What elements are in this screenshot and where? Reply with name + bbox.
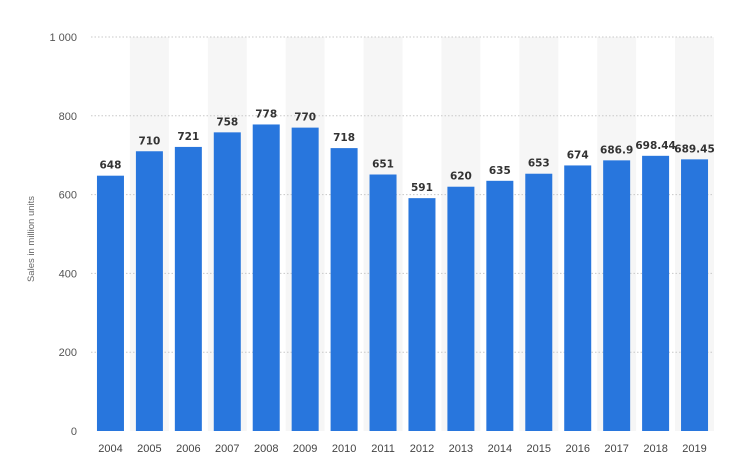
x-tick-label: 2017 [604,443,628,455]
x-tick-label: 2011 [371,443,395,455]
y-tick-label: 400 [59,268,77,280]
bars [96,124,709,432]
y-tick-label: 800 [59,111,77,123]
data-label: 718 [333,132,355,144]
data-label: 686.9 [600,144,633,156]
bar[interactable] [96,175,124,431]
x-tick-label: 2009 [293,443,317,455]
bar[interactable] [603,160,631,432]
data-label: 653 [528,158,550,170]
bar[interactable] [642,155,670,431]
data-label: 710 [138,135,160,147]
data-label: 721 [177,131,199,143]
x-tick-label: 2014 [488,443,512,455]
x-tick-label: 2004 [98,443,122,455]
data-label: 689.45 [674,143,715,155]
y-axis-label: Sales in million units [26,196,37,282]
bar[interactable] [486,180,514,431]
bar[interactable] [174,146,202,431]
bar[interactable] [408,198,436,431]
x-tick-label: 2013 [449,443,473,455]
x-tick-label: 2018 [643,443,667,455]
bar[interactable] [252,124,280,431]
bar[interactable] [525,173,553,431]
data-label: 698.44 [635,140,676,152]
data-labels: 648 710 721 758 778 770 718 651 591 620 635 653 674 6… [100,108,715,194]
x-tick-label: 2010 [332,443,356,455]
y-tick-label: 1 000 [49,32,77,44]
data-label: 758 [216,116,238,128]
y-tick-label: 600 [59,190,77,202]
bar[interactable] [135,151,163,431]
data-label: 778 [255,108,277,120]
bar[interactable] [369,174,397,432]
y-tick-label: 0 [71,426,77,438]
bar[interactable] [681,159,709,432]
data-label: 648 [100,160,122,172]
data-label: 651 [372,159,394,171]
bar[interactable] [213,132,241,431]
bar[interactable] [291,127,319,432]
data-label: 620 [450,171,472,183]
data-label: 770 [294,112,316,124]
x-tick-label: 2016 [565,443,589,455]
x-tick-label: 2006 [176,443,200,455]
bar[interactable] [447,186,475,431]
bar[interactable] [564,165,592,431]
y-axis-ticks: 0 200 400 600 800 1 000 [49,32,77,438]
x-tick-label: 2005 [137,443,161,455]
x-tick-label: 2015 [527,443,551,455]
y-tick-label: 200 [59,347,77,359]
bar[interactable] [330,148,358,431]
x-tick-label: 2008 [254,443,278,455]
x-tick-label: 2007 [215,443,239,455]
x-axis-ticks: 2004 2005 2006 2007 2008 2009 2010 2011 2012 2013… [98,443,707,455]
x-tick-label: 2019 [682,443,706,455]
x-tick-label: 2012 [410,443,434,455]
data-label: 591 [411,182,433,194]
data-label: 674 [567,149,589,161]
data-label: 635 [489,165,511,177]
